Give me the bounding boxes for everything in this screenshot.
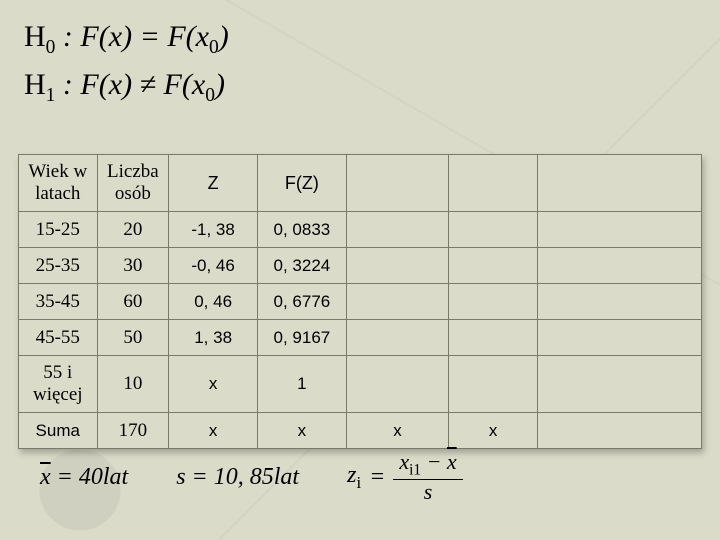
cell-blank — [449, 356, 538, 413]
cell-sum-count: 170 — [97, 413, 169, 449]
cell-age: 25-35 — [19, 248, 98, 284]
cell-z: 0, 46 — [169, 284, 258, 320]
cell-blank — [449, 248, 538, 284]
cell-sum-c5: x — [346, 413, 448, 449]
cell-fz: 1 — [258, 356, 347, 413]
cell-z: -0, 46 — [169, 248, 258, 284]
cell-fz: 0, 6776 — [258, 284, 347, 320]
th-count: Liczba osób — [97, 155, 169, 212]
formula-zi: zi = xi1 − x s — [347, 450, 463, 505]
cell-age: 35-45 — [19, 284, 98, 320]
cell-age: 15-25 — [19, 212, 98, 248]
cell-blank — [449, 284, 538, 320]
cell-blank — [449, 320, 538, 356]
cell-count: 10 — [97, 356, 169, 413]
th-age: Wiek w latach — [19, 155, 98, 212]
bottom-formulas: x = 40lat s = 10, 85lat zi = xi1 − x s — [40, 450, 690, 505]
table-row: 35-45 60 0, 46 0, 6776 — [19, 284, 702, 320]
th-blank-5 — [346, 155, 448, 212]
cell-fz: 0, 0833 — [258, 212, 347, 248]
cell-blank — [538, 212, 702, 248]
table-sum-row: Suma 170 x x x x — [19, 413, 702, 449]
cell-age: 55 i więcej — [19, 356, 98, 413]
th-blank-6 — [449, 155, 538, 212]
cell-blank — [538, 284, 702, 320]
th-fz: F(Z) — [258, 155, 347, 212]
cell-blank — [538, 356, 702, 413]
cell-blank — [346, 212, 448, 248]
cell-count: 50 — [97, 320, 169, 356]
cell-z: 1, 38 — [169, 320, 258, 356]
cell-sum-fz: x — [258, 413, 347, 449]
cell-fz: 0, 9167 — [258, 320, 347, 356]
table-row: 25-35 30 -0, 46 0, 3224 — [19, 248, 702, 284]
table-row: 15-25 20 -1, 38 0, 0833 — [19, 212, 702, 248]
table-header-row: Wiek w latach Liczba osób Z F(Z) — [19, 155, 702, 212]
th-z: Z — [169, 155, 258, 212]
hypothesis-h1: H1 : F(x) ≠ F(x0) — [24, 62, 229, 110]
data-table-wrapper: Wiek w latach Liczba osób Z F(Z) 15-25 2… — [18, 154, 702, 449]
hypothesis-h0: H0 : F(x) = F(x0) — [24, 14, 229, 62]
cell-z: x — [169, 356, 258, 413]
cell-count: 20 — [97, 212, 169, 248]
cell-count: 30 — [97, 248, 169, 284]
cell-sum-label: Suma — [19, 413, 98, 449]
cell-blank — [346, 320, 448, 356]
cell-sum-c6: x — [449, 413, 538, 449]
cell-blank — [346, 284, 448, 320]
th-blank-7 — [538, 155, 702, 212]
cell-blank — [346, 356, 448, 413]
cell-blank — [449, 212, 538, 248]
table-row: 55 i więcej 10 x 1 — [19, 356, 702, 413]
cell-blank — [346, 248, 448, 284]
cell-blank — [538, 320, 702, 356]
data-table: Wiek w latach Liczba osób Z F(Z) 15-25 2… — [18, 154, 702, 449]
hypotheses-block: H0 : F(x) = F(x0) H1 : F(x) ≠ F(x0) — [24, 14, 229, 111]
cell-z: -1, 38 — [169, 212, 258, 248]
cell-count: 60 — [97, 284, 169, 320]
cell-fz: 0, 3224 — [258, 248, 347, 284]
formula-mean: x = 40lat — [40, 464, 128, 491]
cell-blank — [538, 413, 702, 449]
cell-age: 45-55 — [19, 320, 98, 356]
formula-sd: s = 10, 85lat — [176, 464, 299, 491]
cell-sum-z: x — [169, 413, 258, 449]
cell-blank — [538, 248, 702, 284]
table-row: 45-55 50 1, 38 0, 9167 — [19, 320, 702, 356]
